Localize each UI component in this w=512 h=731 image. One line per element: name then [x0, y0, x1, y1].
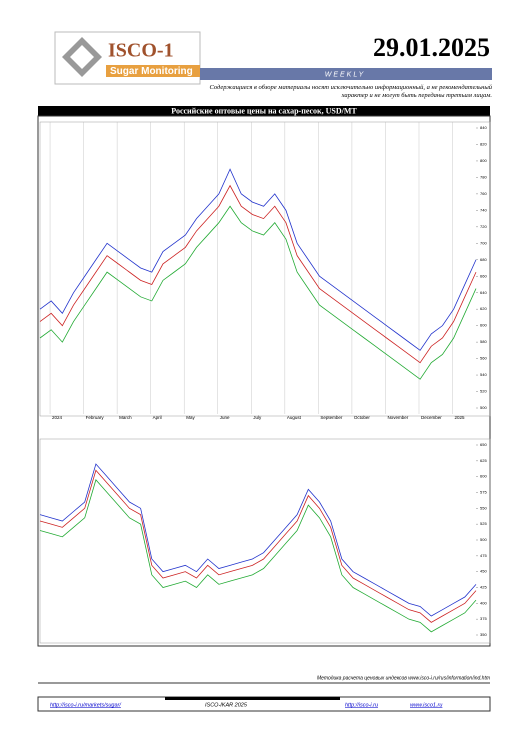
- x-tick-label: April: [153, 415, 162, 420]
- x-tick-label: July: [253, 415, 262, 420]
- y-tick-label: 500: [480, 405, 487, 410]
- y-tick-label: 840: [480, 125, 487, 130]
- link[interactable]: www.isco1.ru: [410, 702, 442, 708]
- y-tick-label: 425: [480, 585, 487, 590]
- y-tick-label: 700: [480, 240, 487, 245]
- disclaimer-box: Содержащиеся в обзоре материалы носят ис…: [209, 84, 492, 99]
- series-line: [39, 205, 477, 380]
- section-bar: [38, 106, 490, 116]
- series-line: [39, 469, 477, 623]
- y-tick-label: 575: [480, 490, 487, 495]
- footer-bar: [165, 697, 340, 700]
- y-tick-label: 580: [480, 339, 487, 344]
- y-tick-label: 400: [480, 600, 487, 605]
- link[interactable]: http://isco-i.ru: [345, 702, 378, 708]
- weekly-bar: [200, 68, 492, 80]
- x-tick-label: May: [186, 415, 195, 420]
- y-tick-label: 820: [480, 142, 487, 147]
- y-tick-label: 760: [480, 191, 487, 196]
- x-tick-label: 2025: [455, 415, 466, 420]
- y-tick-label: 475: [480, 553, 487, 558]
- x-tick-label: June: [220, 415, 230, 420]
- y-tick-label: 780: [480, 174, 487, 179]
- y-tick-label: 525: [480, 521, 487, 526]
- y-tick-label: 350: [480, 632, 487, 637]
- section-title: Российские оптовые цены на сахар-песок, …: [171, 106, 357, 115]
- plot-area: [39, 438, 491, 644]
- y-tick-label: 540: [480, 372, 487, 377]
- y-tick-label: 680: [480, 257, 487, 262]
- x-tick-label: October: [354, 415, 371, 420]
- copyright: ISCO-IKAR 2025: [205, 702, 248, 708]
- period: WEEKLY: [325, 71, 366, 78]
- link[interactable]: http://isco-i.ru/markets/sugar/: [50, 702, 121, 708]
- y-tick-label: 560: [480, 356, 487, 361]
- logo-text: ISCO-1: [108, 40, 174, 62]
- y-tick-label: 720: [480, 224, 487, 229]
- y-tick-label: 500: [480, 537, 487, 542]
- plot-area: [39, 121, 491, 417]
- x-tick-label: November: [387, 415, 408, 420]
- y-tick-label: 800: [480, 158, 487, 163]
- x-tick-label: February: [86, 415, 105, 420]
- y-tick-label: 375: [480, 616, 487, 621]
- series-line: [39, 463, 477, 617]
- logo-diamond-inner: [70, 45, 94, 69]
- disclaimer: Содержащиеся в обзоре материалы носят ис…: [209, 84, 492, 99]
- y-tick-label: 550: [480, 505, 487, 510]
- series-line: [39, 168, 477, 351]
- method: Методика расчета ценовых индексов www.is…: [317, 675, 490, 681]
- y-tick-label: 650: [480, 442, 487, 447]
- x-tick-label: August: [287, 415, 302, 420]
- series-line: [39, 479, 477, 633]
- x-tick-label: 2024: [52, 415, 63, 420]
- y-tick-label: 620: [480, 306, 487, 311]
- y-tick-label: 740: [480, 207, 487, 212]
- logo-sub-bar: [106, 65, 200, 77]
- x-tick-label: September: [320, 415, 343, 420]
- y-tick-label: 600: [480, 323, 487, 328]
- chart-frame: [37, 115, 491, 647]
- y-tick-label: 625: [480, 458, 487, 463]
- y-tick-label: 520: [480, 389, 487, 394]
- y-tick-label: 600: [480, 474, 487, 479]
- x-tick-label: March: [119, 415, 132, 420]
- logo-sub: Sugar Monitoring: [110, 66, 193, 77]
- date: 29.01.2025: [373, 33, 490, 62]
- series-line: [39, 184, 477, 364]
- x-tick-label: December: [421, 415, 442, 420]
- y-tick-label: 640: [480, 290, 487, 295]
- y-tick-label: 450: [480, 569, 487, 574]
- y-tick-label: 660: [480, 273, 487, 278]
